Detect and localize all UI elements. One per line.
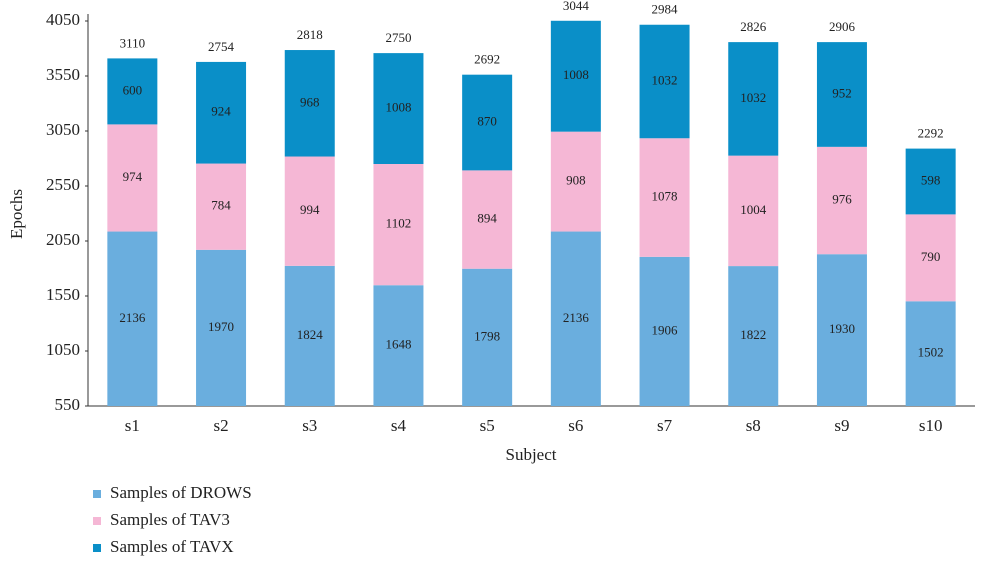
- bar-segment: [373, 285, 424, 406]
- total-label: 2692: [474, 52, 500, 67]
- data-label: 974: [123, 169, 143, 184]
- bar-segment: [816, 42, 867, 147]
- legend-marker: [93, 544, 101, 552]
- data-label: 1824: [297, 327, 324, 342]
- data-label: 2136: [119, 310, 146, 325]
- bar-segment: [639, 24, 690, 139]
- bar-segment: [639, 138, 690, 257]
- x-tick-label: s6: [568, 416, 583, 435]
- data-label: 908: [566, 173, 586, 188]
- bar-segment: [462, 74, 513, 171]
- bar-segment: [905, 148, 956, 215]
- y-tick-label: 3550: [46, 65, 80, 84]
- data-label: 1008: [385, 100, 411, 115]
- data-label: 1032: [652, 72, 678, 87]
- bar-segment: [462, 268, 513, 406]
- data-label: 1906: [652, 322, 679, 337]
- bar-segment: [905, 214, 956, 302]
- legend-label: Samples of DROWS: [110, 483, 252, 502]
- total-label: 2818: [297, 27, 323, 42]
- total-label: 2984: [652, 2, 679, 17]
- data-label: 598: [921, 172, 941, 187]
- bar-segment: [373, 164, 424, 286]
- data-label: 1648: [385, 337, 411, 352]
- bar-segment: [284, 265, 335, 406]
- x-tick-label: s5: [480, 416, 495, 435]
- total-label: 2750: [385, 30, 411, 45]
- x-tick-label: s2: [213, 416, 228, 435]
- total-label: 3044: [563, 0, 590, 13]
- data-label: 870: [477, 114, 497, 129]
- total-label: 2906: [829, 19, 856, 34]
- data-label: 2136: [563, 310, 590, 325]
- legend-marker: [93, 490, 101, 498]
- bar-segment: [196, 61, 247, 164]
- data-label: 790: [921, 249, 941, 264]
- y-tick-label: 4050: [46, 10, 80, 29]
- bar-segment: [373, 53, 424, 165]
- data-label: 1004: [740, 202, 767, 217]
- bar-segment: [905, 301, 956, 406]
- data-label: 952: [832, 85, 852, 100]
- total-label: 2754: [208, 39, 235, 54]
- y-tick-label: 2550: [46, 175, 80, 194]
- x-axis-title: Subject: [506, 445, 557, 464]
- total-label: 2826: [740, 19, 767, 34]
- data-label: 1078: [652, 189, 678, 204]
- data-label: 1008: [563, 67, 589, 82]
- data-label: 1102: [386, 216, 412, 231]
- bar-segment: [639, 256, 690, 406]
- bar-segment: [550, 20, 601, 132]
- bar-segment: [196, 163, 247, 250]
- legend-label: Samples of TAV3: [110, 510, 230, 529]
- bar-segment: [728, 266, 779, 406]
- data-label: 976: [832, 192, 852, 207]
- x-tick-label: s3: [302, 416, 317, 435]
- bar-segment: [816, 146, 867, 255]
- data-label: 994: [300, 202, 320, 217]
- bar-segment: [728, 42, 779, 156]
- data-label: 894: [477, 211, 497, 226]
- y-tick-label: 1550: [46, 285, 80, 304]
- bar-segment: [462, 170, 513, 269]
- data-label: 968: [300, 94, 320, 109]
- bar-segment: [196, 249, 247, 406]
- data-label: 1970: [208, 319, 234, 334]
- total-label: 3110: [120, 35, 146, 50]
- x-tick-label: s10: [919, 416, 943, 435]
- bar-segment: [550, 131, 601, 232]
- bar-segment: [550, 231, 601, 406]
- data-label: 1798: [474, 328, 500, 343]
- data-label: 1930: [829, 321, 855, 336]
- total-label: 2292: [918, 126, 944, 141]
- y-axis-title: Epochs: [7, 189, 26, 239]
- bar-segment: [816, 254, 867, 406]
- x-tick-label: s7: [657, 416, 673, 435]
- data-label: 924: [211, 104, 231, 119]
- legend-label: Samples of TAVX: [110, 537, 234, 556]
- x-tick-label: s8: [746, 416, 761, 435]
- y-tick-label: 3050: [46, 120, 80, 139]
- bar-segment: [284, 156, 335, 266]
- x-tick-label: s9: [834, 416, 849, 435]
- y-tick-label: 1050: [46, 340, 80, 359]
- x-tick-label: s4: [391, 416, 407, 435]
- data-label: 784: [211, 198, 231, 213]
- bar-segment: [107, 124, 158, 232]
- data-label: 1822: [740, 327, 766, 342]
- data-label: 1032: [740, 90, 766, 105]
- y-tick-label: 550: [55, 395, 81, 414]
- y-tick-label: 2050: [46, 230, 80, 249]
- data-label: 600: [123, 82, 143, 97]
- x-tick-label: s1: [125, 416, 140, 435]
- bar-segment: [107, 58, 158, 125]
- data-label: 1502: [918, 345, 944, 360]
- legend-marker: [93, 517, 101, 525]
- bar-segment: [107, 231, 158, 406]
- bar-segment: [284, 50, 335, 157]
- bar-segment: [728, 155, 779, 267]
